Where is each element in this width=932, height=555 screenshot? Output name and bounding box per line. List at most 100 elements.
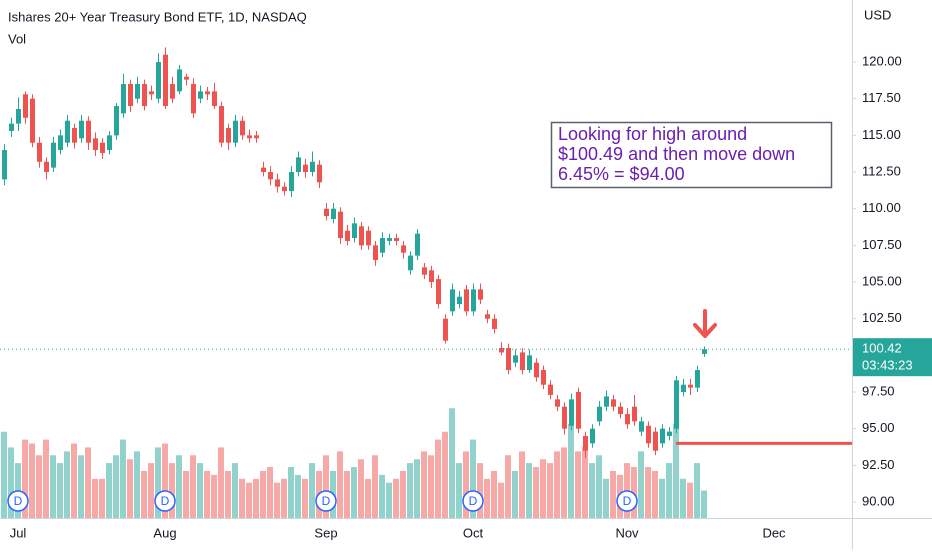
candle-body: [9, 123, 14, 131]
candle-body: [324, 208, 329, 217]
volume-bar: [197, 463, 203, 518]
volume-bar: [239, 478, 245, 518]
candle-body: [198, 91, 203, 99]
volume-bar: [386, 482, 392, 518]
volume-bar: [8, 447, 14, 518]
candle-body: [58, 135, 63, 151]
candle-body: [275, 179, 280, 187]
candle-body: [177, 69, 182, 92]
volume-bar: [561, 447, 567, 518]
candle-body: [23, 94, 28, 118]
dividend-marker: [462, 490, 484, 512]
candle-body: [534, 362, 539, 378]
volume-bar: [407, 463, 413, 518]
candle-body: [359, 226, 364, 246]
volume-bar: [85, 447, 91, 518]
volume-bar: [120, 439, 126, 518]
volume-bar: [421, 451, 427, 518]
candle-body: [583, 436, 588, 451]
dividend-label: D: [469, 494, 478, 508]
candle-body: [436, 279, 441, 305]
volume-bar: [449, 408, 455, 518]
candle-body: [296, 157, 301, 173]
volume-bar: [22, 439, 28, 518]
volume-bar: [687, 482, 693, 518]
volume-bar: [547, 463, 553, 518]
dividend-marker: [616, 490, 638, 512]
y-tick-label: 97.50: [862, 383, 895, 398]
candle-body: [170, 84, 175, 99]
countdown-label: 03:43:23: [862, 358, 913, 373]
volume-bar: [365, 478, 371, 518]
volume-bar: [204, 470, 210, 518]
x-tick-label: Oct: [463, 525, 484, 540]
volume-bar: [442, 431, 448, 518]
candle-body: [639, 421, 644, 432]
candle-body: [492, 318, 497, 329]
y-tick-label: 107.50: [862, 237, 902, 252]
volume-bar: [232, 463, 238, 518]
candle-body: [191, 84, 196, 114]
volume-bar: [281, 478, 287, 518]
volume-bar: [638, 451, 644, 518]
volume-bar: [309, 463, 315, 518]
candle-body: [688, 384, 693, 388]
volume-bar: [302, 478, 308, 518]
volume-bar: [358, 459, 364, 518]
volume-bar: [274, 482, 280, 518]
volume-bar: [456, 463, 462, 518]
candle-body: [548, 384, 553, 395]
volume-bar: [659, 478, 665, 518]
candle-body: [240, 120, 245, 136]
candle-body: [282, 186, 287, 192]
candle-body: [156, 62, 161, 99]
volume-bar: [526, 463, 532, 518]
candle-body: [632, 406, 637, 422]
volume-bar: [582, 447, 588, 518]
volume-bar: [554, 451, 560, 518]
volume-bar: [134, 451, 140, 518]
candle-body: [653, 431, 658, 451]
volume-bar: [673, 423, 679, 518]
candle-body: [317, 164, 322, 183]
candle-body: [247, 135, 252, 139]
candle-body: [268, 172, 273, 180]
volume-bar: [652, 470, 658, 518]
volume-bar: [568, 423, 574, 518]
volume-bar: [372, 455, 378, 518]
volume-bar: [470, 439, 476, 518]
candle-body: [142, 84, 147, 107]
volume-bar: [92, 478, 98, 518]
candle-body: [135, 84, 140, 99]
volume-bar: [498, 482, 504, 518]
candle-body: [394, 238, 399, 241]
candle-body: [527, 355, 532, 371]
volume-bar: [57, 463, 63, 518]
volume-bar: [155, 447, 161, 518]
candle-body: [597, 406, 602, 422]
volume-bar: [414, 459, 420, 518]
currency-label: USD: [864, 7, 891, 22]
volume-bar: [393, 478, 399, 518]
candle-body: [562, 406, 567, 429]
volume-bar: [589, 463, 595, 518]
candle-body: [415, 233, 420, 256]
volume-bar: [484, 478, 490, 518]
volume-bar: [323, 455, 329, 518]
candle-body: [541, 370, 546, 385]
candle-body: [513, 355, 518, 363]
candle-body: [380, 238, 385, 253]
volume-bar: [183, 470, 189, 518]
volume-bar: [694, 463, 700, 518]
y-tick-label: 95.00: [862, 420, 895, 435]
candle-body: [72, 128, 77, 143]
price-axis: 90.0092.5095.0097.50100.00102.50105.0010…: [852, 53, 932, 508]
x-tick-label: Jul: [10, 525, 27, 540]
candle-body: [604, 396, 609, 407]
candle-body: [443, 318, 448, 341]
candle-body: [667, 431, 672, 437]
candle-body: [226, 128, 231, 143]
candle-body: [254, 135, 259, 139]
candle-body: [100, 142, 105, 153]
